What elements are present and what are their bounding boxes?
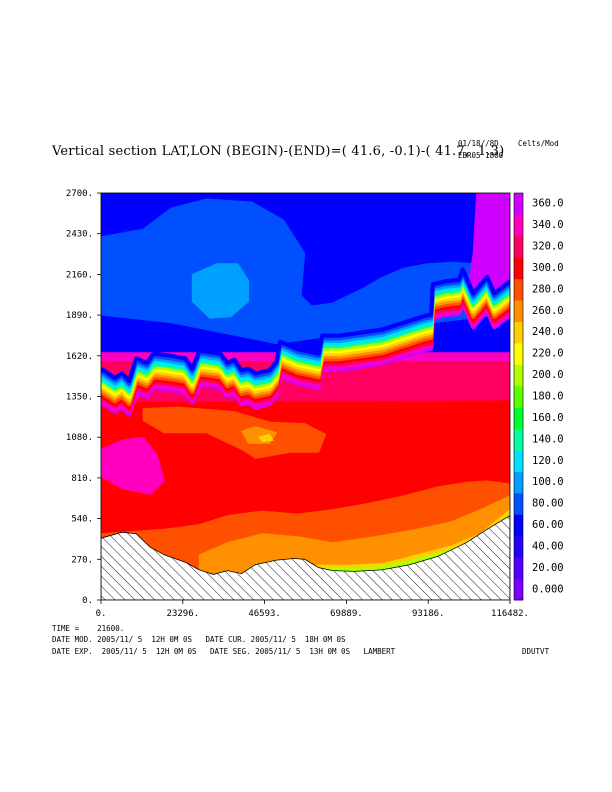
- x-tick-label: 46593.: [248, 609, 281, 619]
- colorbar-label: 20.00: [532, 562, 564, 574]
- colorbar-segment: [514, 193, 523, 215]
- units-label: Celts/Mod: [518, 139, 559, 148]
- colorbar-label: 100.0: [532, 476, 564, 488]
- colorbar-label: 340.0: [532, 219, 564, 231]
- field-pink-left-blob: [101, 436, 165, 496]
- field-light-blue-core: [191, 263, 249, 319]
- colorbar-label: 300.0: [532, 262, 564, 274]
- colorbar-label: 240.0: [532, 326, 564, 338]
- colorbar-label: 140.0: [532, 433, 564, 445]
- field-yellow-core: [258, 433, 274, 443]
- date-code: 01/18//8D: [458, 139, 499, 148]
- colorbar-segment: [514, 535, 523, 558]
- colorbar-segment: [514, 321, 523, 344]
- colorbar-label: 80.00: [532, 498, 564, 510]
- date-line-2: DATE EXP. 2005/11/ 5 12H 0M 0S DATE SEG.…: [52, 647, 396, 656]
- field-orange-upper-blob: [142, 406, 327, 459]
- colorbar-segment: [514, 364, 523, 387]
- y-tick-label: 2430.: [66, 230, 93, 240]
- colorbar-label: 60.00: [532, 519, 564, 531]
- colorbar-segment: [514, 342, 523, 365]
- x-tick-label: 116482.: [491, 609, 529, 619]
- y-tick-label: 1080.: [66, 433, 93, 443]
- colorbar-segment: [514, 278, 523, 301]
- y-tick-label: 1350.: [66, 393, 93, 403]
- colorbar-segment: [514, 257, 523, 280]
- colorbar-label: 200.0: [532, 369, 564, 381]
- colorbar-segment: [514, 471, 523, 494]
- y-tick-label: 1620.: [66, 352, 93, 362]
- colorbar-label: 40.00: [532, 540, 564, 552]
- colorbar-segment: [514, 214, 523, 237]
- y-tick-label: 1890.: [66, 311, 93, 321]
- colorbar-segment: [514, 450, 523, 472]
- colorbar-label: 120.0: [532, 455, 564, 467]
- y-tick-label: 270.: [71, 555, 93, 565]
- colorbar-segment: [514, 578, 523, 601]
- date-line-1: DATE MOD. 2005/11/ 5 12H 0M 0S DATE CUR.…: [52, 635, 346, 644]
- colorbar-label: 160.0: [532, 412, 564, 424]
- colorbar-segment: [514, 492, 523, 515]
- y-tick-label: 2700.: [66, 189, 93, 199]
- colorbar-frame: [513, 192, 524, 601]
- field-name: DDUTVT: [522, 647, 550, 656]
- colorbar-label: 260.0: [532, 305, 564, 317]
- run-code: EBR05 1800: [458, 151, 504, 160]
- colorbar-label: 220.0: [532, 348, 564, 360]
- terrain-hatch: [101, 515, 510, 600]
- chart-title: Vertical section LAT,LON (BEGIN)-(END)=(…: [52, 144, 505, 159]
- x-tick-label: 93186.: [412, 609, 445, 619]
- colorbar-segment: [514, 407, 523, 430]
- inversion-band-13: [101, 267, 510, 383]
- colorbar-label: 180.0: [532, 391, 564, 403]
- colorbar-label: 320.0: [532, 241, 564, 253]
- time-label: TIME = 21600.: [52, 624, 125, 633]
- colorbar-label: 360.0: [532, 198, 564, 210]
- colorbar-segment: [514, 300, 523, 323]
- y-tick-label: 0.: [82, 596, 93, 606]
- x-tick-label: 0.: [96, 609, 107, 619]
- y-tick-label: 810.: [71, 474, 93, 484]
- colorbar-label: 280.0: [532, 283, 564, 295]
- colorbar-label: 0.000: [532, 583, 564, 595]
- colorbar-segment: [514, 385, 523, 408]
- colorbar-segment: [514, 235, 523, 258]
- colorbar-segment: [514, 428, 523, 451]
- colorbar-segment: [514, 514, 523, 537]
- colorbar-segment: [514, 557, 523, 580]
- y-tick-label: 2160.: [66, 270, 93, 280]
- y-tick-label: 540.: [71, 515, 93, 525]
- x-tick-label: 23296.: [167, 609, 200, 619]
- x-tick-label: 69889.: [330, 609, 363, 619]
